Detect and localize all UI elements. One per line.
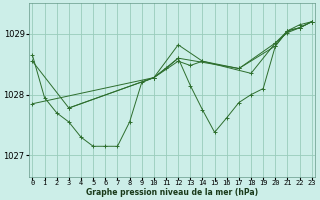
X-axis label: Graphe pression niveau de la mer (hPa): Graphe pression niveau de la mer (hPa)	[86, 188, 258, 197]
